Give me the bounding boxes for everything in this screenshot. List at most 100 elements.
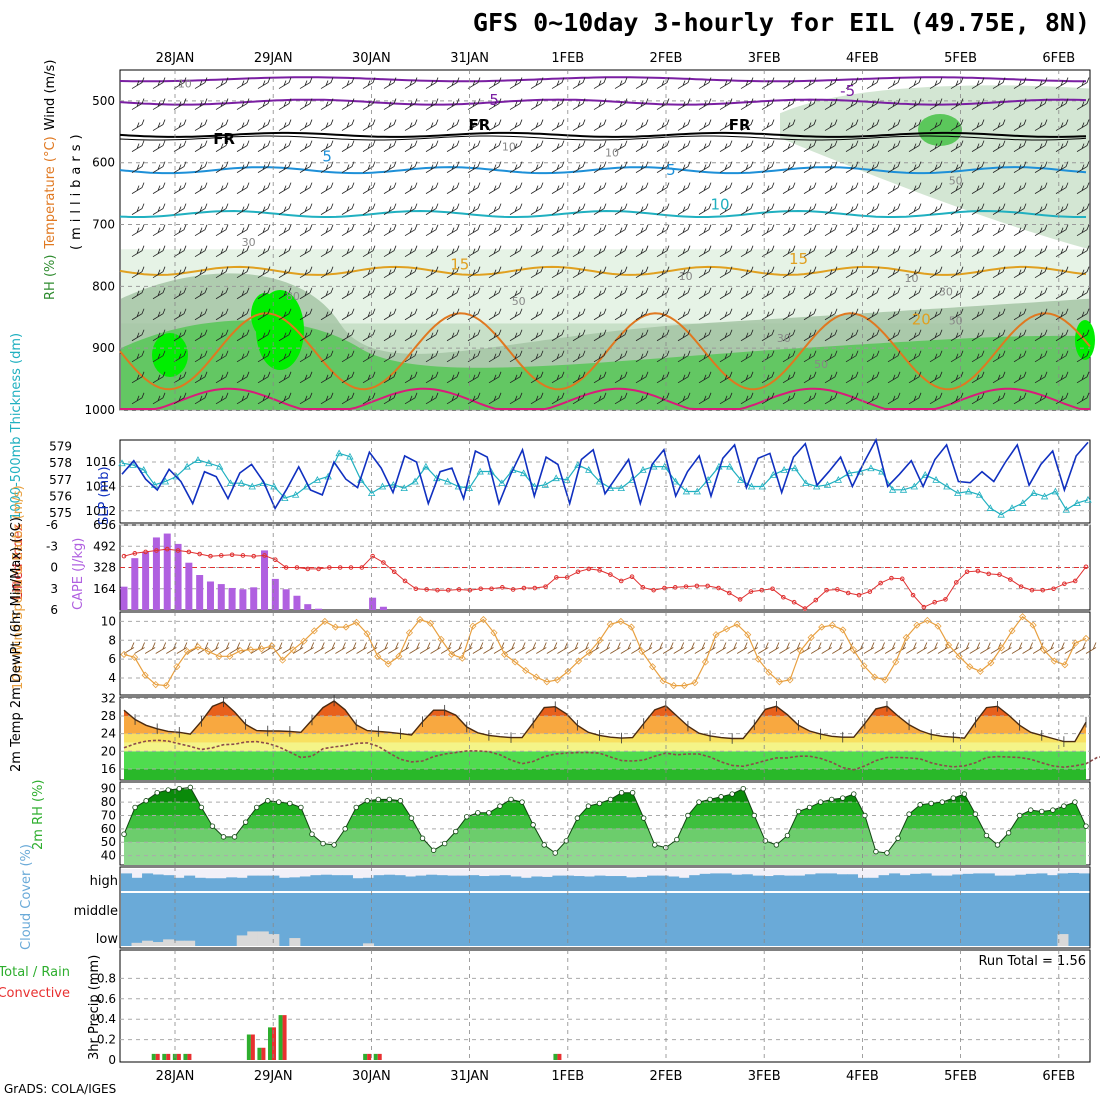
li-point: [305, 566, 311, 572]
upper-wind-barb: [677, 266, 691, 279]
rh-shade-90: [152, 333, 188, 377]
upper-wind-barb: [278, 182, 292, 194]
upper-wind-barb: [488, 182, 502, 194]
upper-wind-barb: [1034, 287, 1048, 300]
rh-point: [397, 798, 404, 804]
cloud-level-label: middle: [74, 904, 118, 919]
rh-point: [795, 808, 802, 815]
li-point: [564, 575, 570, 580]
cloud-high-bar: [836, 874, 848, 891]
upper-wind-barb: [1034, 224, 1048, 237]
li-ylabel: Lifted Index: [11, 523, 26, 600]
wind10m-barb: [684, 642, 695, 654]
cloud-mid-bar: [384, 893, 396, 946]
thickness-tick: 579: [49, 440, 72, 454]
upper-wind-barb: [236, 77, 250, 89]
upper-wind-barb: [656, 350, 670, 363]
li-point: [629, 574, 635, 580]
upper-wind-barb: [257, 392, 271, 405]
upper-wind-barb: [320, 371, 334, 384]
upper-wind-barb: [173, 119, 187, 131]
wind10m-barb: [324, 642, 336, 654]
wind10m-barb: [694, 642, 706, 654]
rh-point: [574, 815, 581, 821]
upper-wind-barb: [992, 98, 1006, 110]
wind10m-point: [934, 622, 942, 630]
upper-wind-barb: [719, 308, 733, 321]
chart-title: GFS 0~10day 3-hourly for EIL (49.75E, 8N…: [472, 8, 1090, 37]
upper-wind-barb: [614, 140, 628, 152]
date-label-bottom: 3FEB: [748, 1069, 781, 1084]
thickness-tick: 577: [49, 473, 72, 487]
upper-wind-barb: [341, 245, 355, 258]
upper-wind-barb: [446, 161, 460, 173]
li-point: [597, 568, 602, 573]
thickness-point: [791, 464, 799, 472]
upper-wind-barb: [950, 350, 964, 363]
cloud-mid-bar: [489, 893, 501, 946]
upper-wind-barb: [845, 182, 859, 194]
upper-wind-barb: [740, 203, 754, 215]
precip-total-bar: [246, 1034, 251, 1060]
wind10m-point: [775, 678, 783, 686]
upper-wind-barb: [341, 266, 355, 279]
upper-wind-barb: [971, 392, 985, 405]
li-point: [1072, 578, 1078, 584]
rh-point: [176, 785, 182, 792]
precip-tick: 0.4: [97, 1012, 116, 1026]
upper-wind-barb: [824, 329, 838, 342]
upper-wind-barb: [425, 161, 439, 173]
upper-wind-barb: [425, 98, 439, 110]
cloud-mid-bar: [710, 893, 722, 946]
upper-wind-barb: [299, 98, 313, 110]
upper-wind-barb: [1055, 140, 1069, 152]
rh-shade-upper: [780, 85, 1089, 250]
cloud-high-bar: [868, 877, 880, 891]
upper-wind-barb: [1013, 161, 1027, 173]
wind10m-barb: [440, 642, 452, 654]
upper-wind-barb: [362, 119, 376, 131]
cloud-mid-bar: [373, 893, 385, 946]
wind10m-point: [575, 657, 583, 665]
upper-wind-barb: [908, 203, 922, 215]
upper-wind-barb: [446, 308, 460, 321]
wind10m-barb: [430, 642, 441, 654]
wind10m-point: [173, 663, 181, 671]
upper-wind-barb: [1013, 245, 1027, 258]
upper-wind-barb: [131, 350, 145, 363]
cloud-mid-bar: [941, 893, 953, 946]
upper-wind-barb: [761, 329, 775, 342]
rh-point: [154, 790, 160, 796]
upper-wind-barb: [929, 203, 943, 215]
upper-wind-barb: [677, 161, 691, 173]
upper-wind-barb: [1034, 140, 1048, 152]
wind10m-barb: [123, 642, 135, 654]
temp-tick: 24: [101, 727, 116, 741]
li-point: [337, 565, 343, 570]
rh-point: [342, 826, 348, 832]
cape-bar: [304, 604, 312, 610]
cloud-mid-bar: [1078, 893, 1090, 946]
thickness-point: [802, 479, 810, 487]
cloud-high-bar: [415, 875, 427, 891]
wind10m-barb: [578, 642, 589, 654]
rh-point: [1050, 807, 1056, 813]
li-point: [759, 587, 765, 593]
cloud-high-bar: [184, 875, 196, 891]
upper-wind-barb: [740, 119, 754, 131]
wind10m-barb: [758, 642, 769, 654]
contour-label: FR: [469, 116, 491, 134]
upper-wind-barb: [698, 266, 712, 279]
upper-wind-barb: [1055, 224, 1069, 237]
upper-wind-barb: [908, 371, 922, 384]
rh-point: [895, 835, 901, 841]
li-point: [748, 589, 754, 594]
pressure-tick-label: 800: [92, 279, 115, 293]
upper-wind-barb: [950, 371, 964, 384]
upper-wind-barb: [278, 119, 292, 131]
li-point: [953, 580, 959, 585]
upper-wind-barb: [1013, 77, 1027, 89]
thickness-point: [357, 476, 365, 483]
rh-point: [552, 850, 558, 856]
li-point: [943, 597, 948, 602]
